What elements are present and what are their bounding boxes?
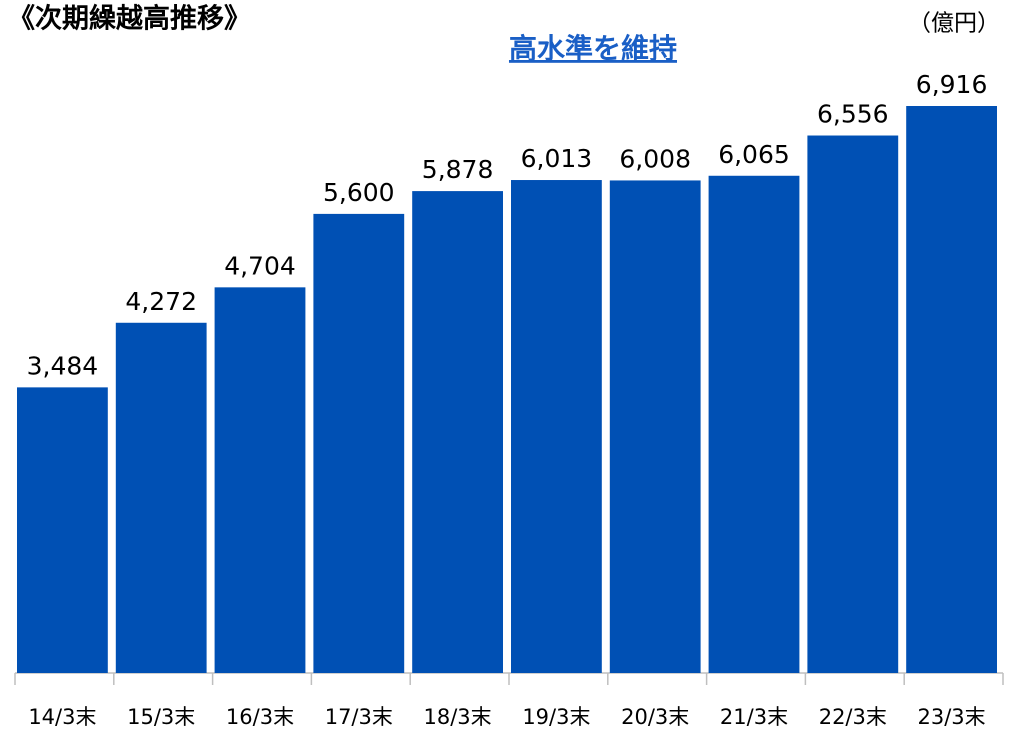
bar: [313, 213, 405, 673]
data-label: 3,484: [27, 351, 99, 380]
bar: [807, 135, 899, 674]
x-tick-label: 14/3末: [28, 705, 96, 729]
data-label: 6,065: [718, 140, 790, 169]
chart-title: 《次期繰越高推移》: [8, 3, 251, 35]
bar: [906, 106, 997, 673]
data-label: 5,600: [323, 178, 395, 207]
bar: [609, 180, 701, 674]
bar: [708, 175, 800, 673]
annotation: 高水準を維持: [509, 32, 677, 65]
data-label: 6,916: [916, 70, 988, 99]
data-label: 6,008: [619, 144, 691, 173]
bar: [511, 180, 602, 673]
x-tick-label: 16/3末: [226, 705, 294, 729]
data-label: 5,878: [422, 155, 494, 184]
x-tick-label: 22/3末: [819, 705, 887, 729]
x-tick-label: 21/3末: [720, 705, 788, 729]
x-tick-label: 18/3末: [424, 705, 492, 729]
bar: [17, 387, 108, 673]
data-label: 6,556: [817, 100, 889, 129]
data-label: 4,704: [224, 251, 296, 280]
data-label: 4,272: [125, 287, 197, 316]
bar: [412, 191, 503, 674]
data-label: 6,013: [521, 144, 593, 173]
x-tick-label: 20/3末: [621, 705, 689, 729]
x-tick-label: 23/3末: [918, 705, 986, 729]
x-tick-label: 19/3末: [522, 705, 590, 729]
x-tick-label: 17/3末: [325, 705, 393, 729]
unit-label: （億円）: [908, 11, 1000, 37]
bar: [115, 322, 207, 673]
bar: [214, 287, 306, 673]
x-tick-label: 15/3末: [127, 705, 195, 729]
